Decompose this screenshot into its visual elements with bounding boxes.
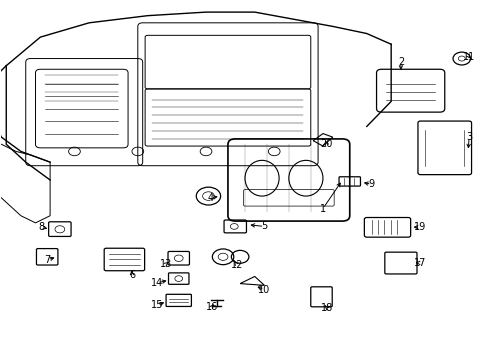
Text: 18: 18 xyxy=(321,302,333,312)
Text: 7: 7 xyxy=(45,255,51,265)
Text: 2: 2 xyxy=(398,57,404,67)
Text: 15: 15 xyxy=(151,300,164,310)
Text: 13: 13 xyxy=(160,259,172,269)
Text: 8: 8 xyxy=(39,222,45,232)
Text: 19: 19 xyxy=(414,222,426,232)
Text: 14: 14 xyxy=(151,278,164,288)
Text: 6: 6 xyxy=(129,270,135,280)
Text: 12: 12 xyxy=(230,260,243,270)
Text: 9: 9 xyxy=(368,179,375,189)
Text: 5: 5 xyxy=(261,221,268,231)
Text: 16: 16 xyxy=(206,302,218,312)
Text: 10: 10 xyxy=(258,285,270,295)
Text: 17: 17 xyxy=(414,258,427,268)
Text: 11: 11 xyxy=(463,52,475,62)
Text: 1: 1 xyxy=(320,203,326,213)
Text: 3: 3 xyxy=(466,132,472,142)
Text: 20: 20 xyxy=(320,139,333,149)
Text: 4: 4 xyxy=(208,193,214,203)
